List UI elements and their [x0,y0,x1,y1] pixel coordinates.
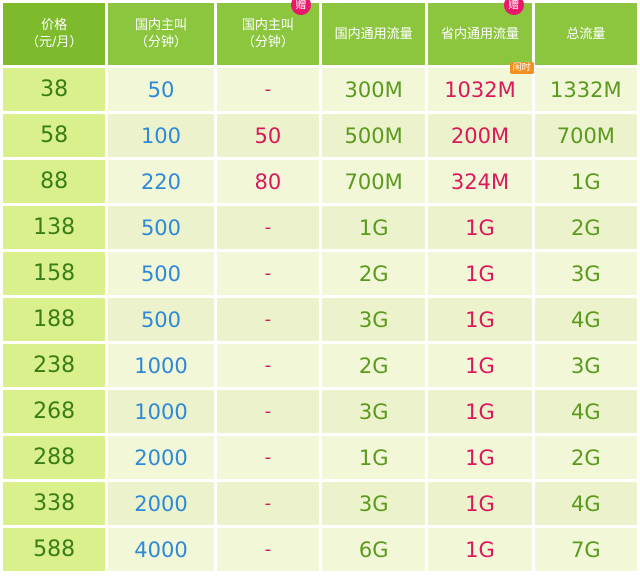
plan-rows: 38 50-300M 1032M 闲时 1332M 58 100 50 500M 200M 700M… [3,62,637,571]
gift-badge-icon: 赠 [503,0,524,15]
header-mins-line1: 国内主叫 [134,18,187,33]
mins-cell: 4000 [108,528,214,571]
table-row: 58 100 50 500M 200M 700M [3,114,637,157]
provincial-data-cell: 200M [428,114,532,157]
national-data-cell: 3G [321,298,426,341]
bonus-mins-cell: - [216,436,319,479]
national-data-cell: 3G [321,482,426,525]
bonus-mins-cell: - [216,528,319,571]
price-cell: 138 [3,206,106,249]
provincial-data-cell: 1G [428,344,532,387]
provincial-data-cell: 1G [428,528,532,571]
national-data-cell: 500M [321,114,426,157]
national-data-cell: 6G [321,528,426,571]
header-mins: 国内主叫 （分钟） [108,3,214,65]
total-data-cell: 3G [534,252,637,295]
price-cell: 268 [3,390,106,433]
total-data-cell: 700M [534,114,637,157]
national-data-cell: 3G [321,390,426,433]
national-data-cell: 700M [321,160,426,203]
header-provincial-label: 省内通用流量 [440,26,519,42]
price-cell: 58 [3,114,106,157]
table-row: 138 500-1G 1G 2G [3,206,637,249]
mins-cell: 2000 [108,436,214,479]
table-row: 238 1000-2G 1G 3G [3,344,637,387]
mins-cell: 220 [108,160,214,203]
mins-cell: 50 [108,68,214,111]
header-mins-line2: （分钟） [134,35,187,50]
price-cell: 338 [3,482,106,525]
total-data-cell: 4G [534,390,637,433]
national-data-cell: 1G [321,436,426,479]
table-row: 38 50-300M 1032M 闲时 1332M [3,62,637,111]
provincial-data-cell: 1G [428,298,532,341]
mins-cell: 500 [108,252,214,295]
header-row: 价格 （元/月） 国内主叫 （分钟） 赠 国内主叫 （分钟） 国内通用流量 赠 … [3,0,637,65]
header-bonus-line1: 国内主叫 [241,18,294,33]
national-data-cell: 2G [321,344,426,387]
national-data-cell: 300M [321,68,426,111]
total-data-cell: 1G [534,160,637,203]
bonus-mins-cell: - [216,68,319,111]
table-row: 338 2000-3G 1G 4G [3,482,637,525]
price-cell: 158 [3,252,106,295]
header-national-data: 国内通用流量 [321,3,426,65]
bonus-mins-cell: - [216,344,319,387]
mins-cell: 2000 [108,482,214,525]
price-cell: 288 [3,436,106,479]
mins-cell: 100 [108,114,214,157]
header-provincial-data: 赠 省内通用流量 [428,0,532,65]
bonus-mins-cell: 80 [216,160,319,203]
provincial-data-cell: 324M [428,160,532,203]
plan-table: 价格 （元/月） 国内主叫 （分钟） 赠 国内主叫 （分钟） 国内通用流量 赠 … [3,0,637,571]
table-row: 88 220 80 700M 324M 1G [3,160,637,203]
gift-badge-icon: 赠 [290,0,311,15]
provincial-data-cell: 1G [428,206,532,249]
bonus-mins-cell: 50 [216,114,319,157]
provincial-data-cell: 1G [428,436,532,479]
total-data-cell: 1332M [534,68,637,111]
total-data-cell: 7G [534,528,637,571]
table-row: 158 500-2G 1G 3G [3,252,637,295]
mins-cell: 500 [108,298,214,341]
national-data-cell: 1G [321,206,426,249]
mins-cell: 1000 [108,344,214,387]
price-cell: 588 [3,528,106,571]
header-bonus-line2: （分钟） [241,35,294,50]
table-row: 268 1000-3G 1G 4G [3,390,637,433]
total-data-cell: 4G [534,482,637,525]
idle-time-badge: 闲时 [509,62,534,74]
total-data-cell: 2G [534,436,637,479]
bonus-mins-cell: - [216,482,319,525]
provincial-data-cell: 1G [428,390,532,433]
mins-cell: 500 [108,206,214,249]
price-cell: 38 [3,68,106,111]
mins-cell: 1000 [108,390,214,433]
table-row: 188 500-3G 1G 4G [3,298,637,341]
total-data-cell: 2G [534,206,637,249]
bonus-mins-cell: - [216,390,319,433]
bonus-mins-cell: - [216,252,319,295]
price-cell: 88 [3,160,106,203]
total-data-cell: 3G [534,344,637,387]
table-row: 588 4000-6G 1G 7G [3,528,637,571]
header-bonus-mins: 赠 国内主叫 （分钟） [216,0,319,65]
price-cell: 238 [3,344,106,387]
table-row: 288 2000-1G 1G 2G [3,436,637,479]
header-total-data: 总流量 [534,3,637,65]
bonus-mins-cell: - [216,206,319,249]
provincial-data-cell: 1G [428,482,532,525]
header-price-line1: 价格 [41,18,68,33]
total-data-cell: 4G [534,298,637,341]
provincial-data-cell: 1G [428,252,532,295]
national-data-cell: 2G [321,252,426,295]
header-price: 价格 （元/月） [3,3,106,65]
header-price-line2: （元/月） [25,35,83,50]
provincial-data-cell: 1032M 闲时 [428,62,534,111]
price-cell: 188 [3,298,106,341]
bonus-mins-cell: - [216,298,319,341]
